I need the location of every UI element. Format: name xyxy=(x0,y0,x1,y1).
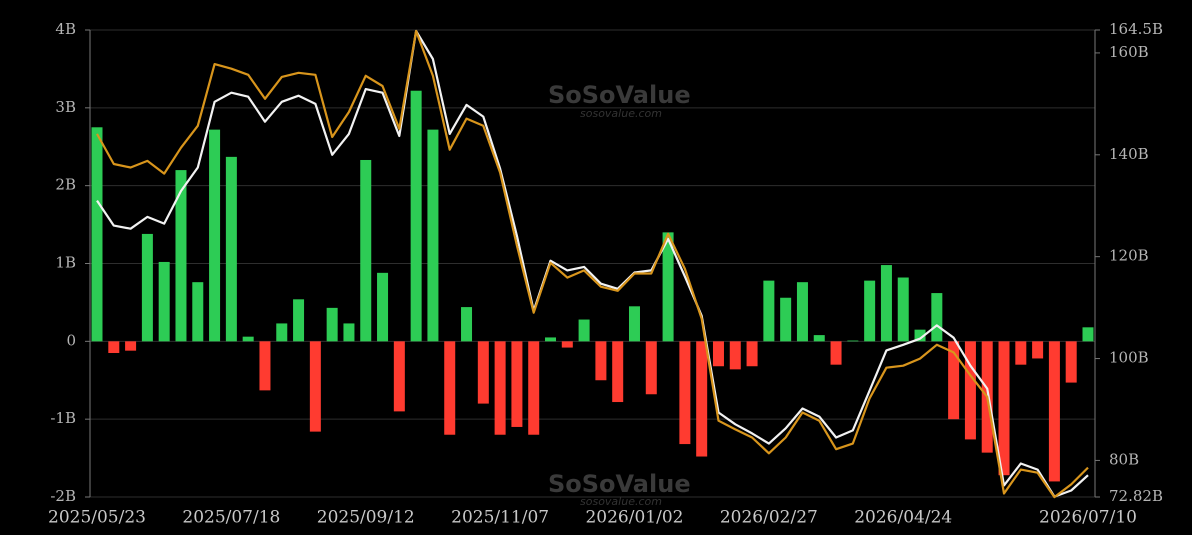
bar xyxy=(830,341,842,365)
line xyxy=(96,29,1089,499)
bar xyxy=(847,340,859,342)
bar xyxy=(511,341,523,427)
bar xyxy=(612,341,624,403)
bar xyxy=(175,170,187,342)
y2-tick-label: 80B xyxy=(1109,450,1139,468)
bar xyxy=(461,307,473,342)
bar xyxy=(763,280,775,342)
bar xyxy=(444,341,456,435)
x-tick-label: 2026/02/27 xyxy=(720,508,818,528)
bar xyxy=(998,341,1010,476)
bar xyxy=(494,341,506,435)
x-tick-label: 2025/07/18 xyxy=(182,508,280,528)
bar xyxy=(360,159,372,342)
bar xyxy=(225,156,237,342)
y-tick-label: 4B xyxy=(55,20,76,38)
bar xyxy=(662,232,674,342)
y2-tick-label: 100B xyxy=(1109,349,1149,367)
y-tick-label: 3B xyxy=(55,98,76,116)
bar xyxy=(645,341,657,395)
bar xyxy=(813,335,825,342)
bar xyxy=(746,341,758,367)
y2-tick-label: 120B xyxy=(1109,247,1149,265)
x-tick-label: 2025/11/07 xyxy=(451,508,549,528)
watermark: SoSoValue xyxy=(548,470,691,498)
x-tick-label: 2025/09/12 xyxy=(317,508,415,528)
bar xyxy=(780,297,792,342)
bar xyxy=(141,233,153,342)
x-tick-label: 2026/04/24 xyxy=(854,508,952,528)
bar xyxy=(931,293,943,342)
bar xyxy=(964,341,976,440)
bar xyxy=(1065,341,1077,383)
bar xyxy=(864,280,876,342)
bar xyxy=(309,341,321,432)
bar xyxy=(628,306,640,342)
watermark: SoSoValue xyxy=(548,81,691,109)
bar xyxy=(393,341,405,412)
bar xyxy=(545,337,557,342)
bar xyxy=(293,299,305,342)
bar xyxy=(796,282,808,342)
bar xyxy=(427,129,439,342)
bar xyxy=(595,341,607,381)
y-tick-label: -1B xyxy=(50,409,76,427)
bar xyxy=(125,341,137,351)
bar xyxy=(276,323,288,342)
y2-tick-label: 140B xyxy=(1109,145,1149,163)
bar xyxy=(696,341,708,457)
y2-tick-label: 164.5B xyxy=(1109,20,1163,38)
bar xyxy=(729,341,741,370)
bar xyxy=(259,341,271,391)
bar xyxy=(326,307,338,342)
bar xyxy=(192,282,204,342)
bar xyxy=(209,129,221,342)
x-tick-label: 2025/05/23 xyxy=(48,508,146,528)
x-tick-label: 2026/01/02 xyxy=(585,508,683,528)
bar xyxy=(712,341,724,367)
bar xyxy=(91,127,103,342)
bar xyxy=(880,265,892,342)
bar xyxy=(410,90,422,342)
bar xyxy=(1015,341,1027,365)
x-tick-label: 2026/07/10 xyxy=(1039,508,1137,528)
y-tick-label: 1B xyxy=(55,254,76,272)
bar xyxy=(108,341,120,354)
bar xyxy=(1048,341,1060,482)
bar xyxy=(897,277,909,342)
watermark-sub: sosovalue.com xyxy=(580,107,662,120)
bar xyxy=(343,323,355,342)
line xyxy=(96,29,1089,498)
bar xyxy=(1082,327,1094,342)
bar xyxy=(914,329,926,342)
bar xyxy=(242,336,254,342)
bar xyxy=(679,341,691,445)
y2-tick-label: 160B xyxy=(1109,43,1149,61)
bar xyxy=(1032,341,1044,359)
bar xyxy=(948,341,960,420)
bar xyxy=(477,341,489,404)
y-tick-label: -2B xyxy=(50,487,76,505)
watermark-sub: sosovalue.com xyxy=(580,495,662,508)
bar xyxy=(578,319,590,342)
y-tick-label: 0 xyxy=(66,331,76,349)
bar xyxy=(377,272,389,342)
y2-tick-label: 72.82B xyxy=(1109,487,1163,505)
y-tick-label: 2B xyxy=(55,176,76,194)
bar xyxy=(528,341,540,435)
bar xyxy=(158,261,170,342)
bar xyxy=(561,341,573,348)
